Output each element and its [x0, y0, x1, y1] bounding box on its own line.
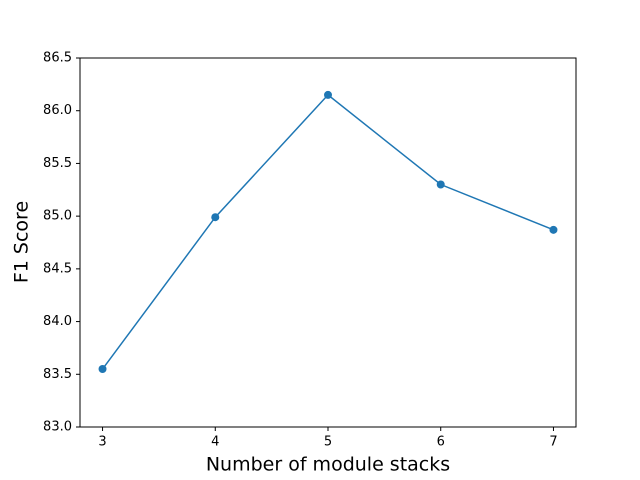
point [549, 225, 558, 234]
x-tick-label: 3 [98, 435, 106, 450]
x-tick-label: 7 [549, 435, 557, 450]
y-tick-label: 84.5 [43, 261, 72, 276]
x-axis-label: Number of module stacks [206, 454, 450, 476]
y-tick-label: 85.0 [43, 209, 72, 224]
x-tick-label: 4 [211, 435, 219, 450]
y-tick-label: 83.5 [43, 367, 72, 382]
point [324, 90, 332, 99]
point [436, 180, 445, 189]
x-tick-label: 6 [437, 435, 445, 450]
plot-frame [79, 57, 577, 428]
x-tick-label: 5 [324, 435, 332, 450]
y-tick-label: 86.5 [43, 51, 72, 66]
y-tick-label: 85.5 [43, 156, 72, 171]
point [98, 365, 107, 374]
y-tick-label: 84.0 [43, 314, 72, 329]
y-axis-label: F1 Score [11, 201, 33, 283]
point [211, 213, 220, 222]
y-tick-label: 86.0 [43, 103, 72, 118]
y-tick-label: 83.0 [43, 420, 72, 435]
